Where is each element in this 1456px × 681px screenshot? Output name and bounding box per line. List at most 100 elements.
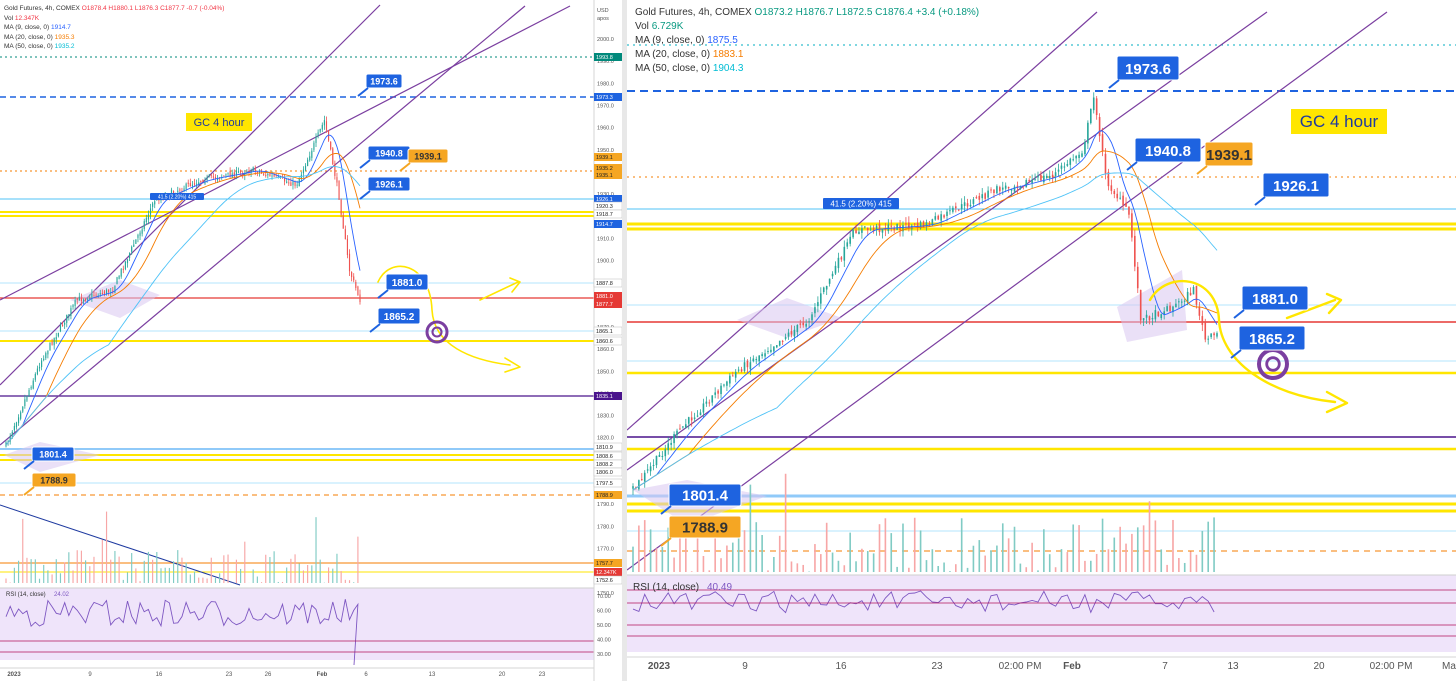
candle-body <box>855 230 857 234</box>
left-chart-canvas[interactable]: GC 4 hour 1973.6 1940.8 1939.1 1926.1 1881.0 1… <box>0 0 622 681</box>
candle-body <box>216 178 219 181</box>
candle-body <box>214 177 217 179</box>
candle-body <box>825 285 828 290</box>
candle-body <box>286 181 288 183</box>
candle-body <box>693 417 696 419</box>
volume-bar <box>311 565 313 583</box>
volume-bar <box>219 573 221 583</box>
rsi-line <box>5 599 359 666</box>
measure-label-box <box>150 193 204 200</box>
price-tag-text: 1939.1 <box>596 155 613 161</box>
volume-bar <box>679 520 681 572</box>
left-ma20-value: 1935.3 <box>54 33 75 41</box>
volume-bar <box>1037 570 1039 572</box>
candle-body <box>357 286 359 296</box>
volume-bar <box>93 556 95 583</box>
candle-body <box>336 177 338 183</box>
candle-body <box>869 228 872 230</box>
volume-bar <box>825 522 828 572</box>
candle-body <box>928 222 931 225</box>
candle-body <box>260 171 263 173</box>
candle-body <box>61 325 64 327</box>
x-tick-label: 16 <box>835 661 847 672</box>
y-tick-label: 1980.0 <box>597 81 614 87</box>
candle-body <box>1051 174 1054 178</box>
candle-body <box>1013 186 1016 192</box>
candle-body <box>649 466 652 472</box>
volume-bar <box>755 522 758 572</box>
candle-body <box>359 294 361 303</box>
candle-body <box>120 269 122 277</box>
candle-body <box>1157 311 1160 317</box>
level-label-text: 1973.6 <box>370 76 398 86</box>
volume-bar <box>122 579 124 583</box>
price-tag-text: 1860.6 <box>596 339 613 345</box>
volume-bar <box>114 550 116 583</box>
currency-sub: apos <box>597 16 609 22</box>
level-label-pointer <box>1233 309 1245 319</box>
candle-body <box>95 294 97 296</box>
level-label-text: 1926.1 <box>1273 178 1319 195</box>
candle-body <box>1019 186 1022 189</box>
candle-body <box>652 465 655 467</box>
volume-bar <box>302 570 305 583</box>
candle-body <box>849 236 851 244</box>
candle-body <box>57 332 59 337</box>
candle-body <box>135 239 137 244</box>
rsi-band <box>0 588 594 660</box>
volume-bar <box>731 542 734 572</box>
candle-body <box>708 402 711 404</box>
candle-body <box>640 479 643 481</box>
candle-body <box>969 204 972 207</box>
candle-body <box>1151 317 1154 320</box>
candle-body <box>934 216 937 220</box>
x-tick-label: 02:00 PM <box>1370 661 1413 672</box>
volume-bar <box>866 550 869 572</box>
candle-body <box>32 380 34 389</box>
volume-bar <box>131 553 133 583</box>
volume-bar <box>1048 554 1051 572</box>
x-tick-label: 9 <box>88 672 92 678</box>
left-chart-panel[interactable]: GC 4 hour 1973.6 1940.8 1939.1 1926.1 1881.0 1… <box>0 0 624 681</box>
y-tick-label: 1910.0 <box>597 236 614 242</box>
candle-body <box>1125 202 1127 207</box>
candle-body <box>1087 122 1089 144</box>
candle-body <box>284 178 286 182</box>
consolidation-zone <box>70 280 160 318</box>
candle-body <box>179 189 181 191</box>
candle-body <box>1095 98 1098 116</box>
candle-body <box>55 337 57 340</box>
candle-body <box>711 395 714 403</box>
y-tick-label: 1830.0 <box>597 414 614 420</box>
candle-body <box>116 277 118 285</box>
right-chart-panel[interactable]: GC 4 hour 1973.6 1940.8 1939.1 1926.1 1881.0 1… <box>627 0 1456 681</box>
candle-body <box>74 300 76 306</box>
candle-body <box>225 174 227 176</box>
price-tag <box>594 164 622 172</box>
volume-bar <box>990 550 992 572</box>
volume-bar <box>1119 526 1121 572</box>
y-tick-label: 1820.0 <box>597 436 614 442</box>
volume-bar <box>298 563 300 583</box>
level-label-text: 1940.8 <box>375 148 403 158</box>
candle-body <box>149 208 152 215</box>
candle-body <box>1107 171 1110 187</box>
candle-body <box>307 159 309 167</box>
candle-body <box>752 358 755 361</box>
candle-body <box>258 171 261 174</box>
candle-body <box>987 190 989 198</box>
price-tag <box>593 278 622 288</box>
candle-body <box>93 295 95 297</box>
candle-body <box>866 227 869 231</box>
candle-body <box>240 170 242 173</box>
candle-body <box>91 293 93 298</box>
candle-body <box>193 183 196 185</box>
candle-body <box>137 234 139 238</box>
candle-body <box>1139 289 1142 321</box>
volume-bar <box>1195 554 1198 572</box>
volume-bar <box>802 564 805 572</box>
level-label-pointer <box>23 486 35 496</box>
level-label-box <box>365 73 403 89</box>
right-chart-canvas[interactable]: GC 4 hour 1973.6 1940.8 1939.1 1926.1 1881.0 1… <box>627 0 1456 681</box>
candle-body <box>679 428 681 430</box>
